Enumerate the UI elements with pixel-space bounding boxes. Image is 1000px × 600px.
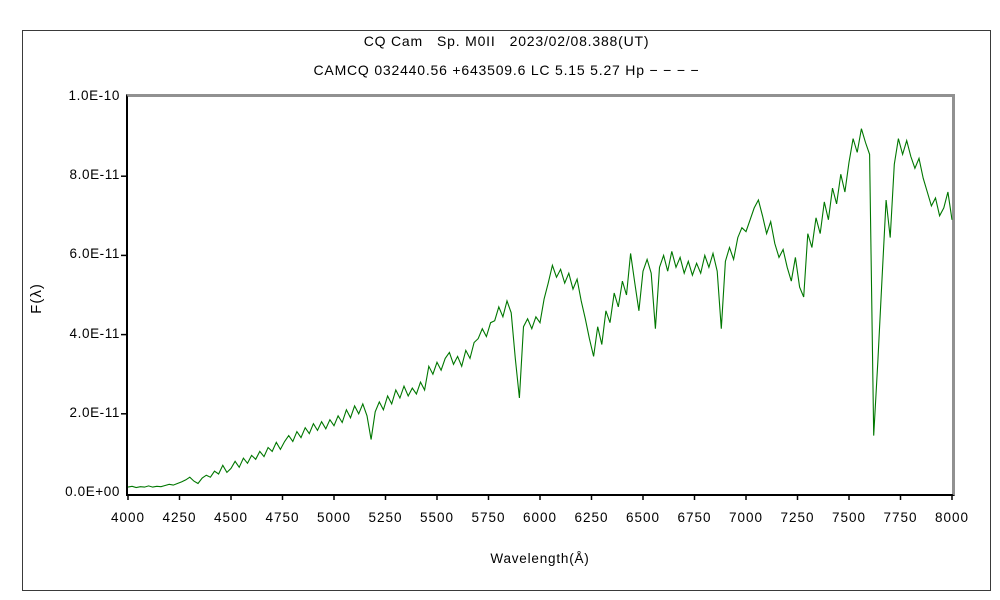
x-tick-label: 4500	[213, 510, 249, 525]
y-tick-label: 4.0E-11	[69, 325, 120, 341]
x-tick-label: 4750	[265, 510, 300, 525]
y-tick-label: 0.0E+00	[65, 484, 120, 499]
chart-frame	[22, 30, 991, 591]
x-tick-label: 6750	[677, 510, 712, 525]
x-tick-label: 7500	[831, 510, 867, 525]
plot-area	[126, 94, 955, 496]
y-tick-label: 2.0E-11	[69, 404, 120, 420]
x-tick-label: 6000	[522, 510, 558, 525]
x-tick-label: 5250	[368, 510, 403, 525]
y-axis-title: F(λ)	[27, 282, 45, 314]
x-tick-label: 6250	[574, 510, 609, 525]
x-tick-label: 5750	[471, 510, 506, 525]
x-tick-label: 7000	[728, 510, 764, 525]
y-tick-label: 6.0E-11	[69, 246, 120, 262]
x-tick-label: 8000	[934, 510, 970, 525]
y-axis-title-wrap: F(λ)	[16, 228, 56, 368]
x-tick-label: 6500	[625, 510, 661, 525]
x-tick-label: 5500	[419, 510, 455, 525]
chart-title: CQ Cam Sp. M0II 2023/02/08.388(UT)	[363, 33, 650, 49]
x-axis-title: Wavelength(Å)	[490, 551, 590, 566]
y-tick-label: 1.0E-10	[68, 88, 120, 103]
x-tick-label: 7250	[780, 510, 815, 525]
x-tick-label: 5000	[316, 510, 352, 525]
chart-subtitle: CAMCQ 032440.56 +643509.6 LC 5.15 5.27 H…	[313, 62, 700, 78]
x-tick-label: 4000	[110, 510, 146, 525]
y-tick-label: 8.0E-11	[69, 167, 120, 183]
x-tick-label: 7750	[883, 510, 918, 525]
x-tick-label: 4250	[162, 510, 197, 525]
